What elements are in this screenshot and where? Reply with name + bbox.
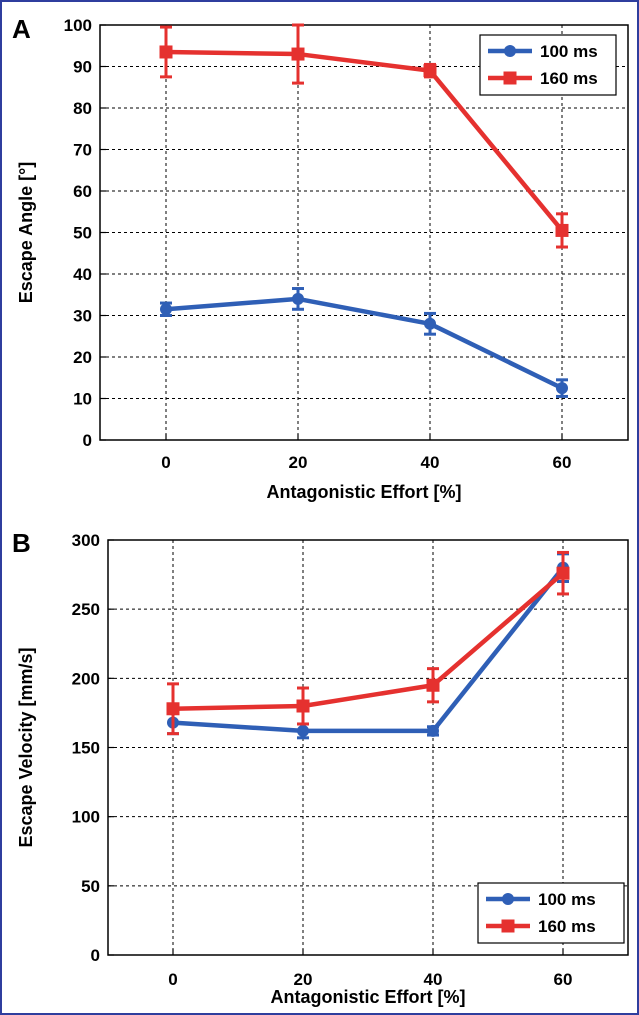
data-point (426, 678, 440, 692)
y-tick-label: 150 (72, 739, 100, 758)
data-point (292, 292, 304, 305)
data-point (423, 64, 437, 78)
data-point (166, 702, 180, 716)
y-tick-label: 50 (81, 877, 100, 896)
x-tick-label: 20 (289, 453, 308, 472)
y-tick-label: 100 (64, 16, 92, 35)
series-line (165, 296, 563, 391)
y-tick-label: 200 (72, 669, 100, 688)
panel-letter: B (12, 528, 31, 558)
y-tick-label: 90 (73, 58, 92, 77)
x-tick-label: 20 (294, 970, 313, 989)
data-point (159, 45, 173, 59)
y-tick-label: 50 (73, 224, 92, 243)
legend-marker (502, 893, 514, 905)
y-tick-label: 0 (91, 946, 100, 965)
legend-label: 160 ms (538, 917, 596, 936)
legend-marker (504, 45, 516, 57)
data-point (160, 303, 172, 316)
panel-letter: A (12, 14, 31, 44)
y-tick-label: 250 (72, 600, 100, 619)
y-tick-label: 0 (83, 431, 92, 450)
y-tick-label: 10 (73, 390, 92, 409)
x-tick-label: 40 (424, 970, 443, 989)
y-tick-label: 100 (72, 808, 100, 827)
y-tick-label: 80 (73, 99, 92, 118)
series-160-ms (159, 23, 569, 249)
legend-marker (503, 71, 517, 85)
data-point (424, 317, 436, 330)
y-axis-label: Escape Angle [°] (16, 162, 36, 304)
x-tick-label: 60 (553, 453, 572, 472)
data-point (291, 47, 305, 61)
x-axis-label: Antagonistic Effort [%] (267, 482, 462, 502)
x-axis-label: Antagonistic Effort [%] (271, 987, 466, 1007)
x-tick-label: 0 (161, 453, 170, 472)
y-axis-label: Escape Velocity [mm/s] (16, 647, 36, 847)
series-line (165, 49, 564, 232)
legend-label: 100 ms (540, 42, 598, 61)
y-tick-label: 300 (72, 531, 100, 550)
legend-box (477, 882, 625, 944)
y-tick-label: 20 (73, 348, 92, 367)
x-tick-label: 40 (421, 453, 440, 472)
series-line (172, 571, 565, 712)
legend: 100 ms 160 ms (479, 34, 617, 96)
legend-box (479, 34, 617, 96)
y-tick-label: 70 (73, 141, 92, 160)
legend-label: 160 ms (540, 69, 598, 88)
x-tick-label: 60 (554, 970, 573, 989)
data-point (297, 724, 309, 737)
series-line (172, 566, 565, 734)
legend-marker (501, 919, 515, 933)
data-point (296, 699, 310, 713)
series-100-ms (160, 287, 568, 398)
data-point (555, 223, 569, 237)
x-tick-label: 0 (168, 970, 177, 989)
series-100-ms (167, 552, 569, 740)
chart-panel-b: 0 50 100 150 200 250 300 0 20 40 60 Antagonistic Ef… (12, 528, 629, 1007)
y-tick-label: 40 (73, 265, 92, 284)
series-160-ms (166, 550, 570, 736)
data-point (427, 724, 439, 737)
chart-panel-a: 0 10 20 30 40 50 60 70 80 90 100 0 20 40 60 Antagonisti… (12, 14, 629, 502)
data-point (556, 382, 568, 395)
legend: 100 ms 160 ms (477, 882, 625, 944)
legend-label: 100 ms (538, 890, 596, 909)
data-point (556, 566, 570, 580)
y-tick-label: 60 (73, 182, 92, 201)
y-tick-label: 30 (73, 307, 92, 326)
